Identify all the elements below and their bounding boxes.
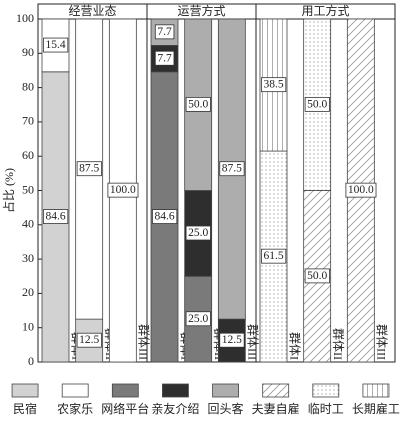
value-label-box (76, 161, 102, 177)
value-label-group: 87.5 (76, 161, 102, 177)
y-tick-label: 0 (28, 354, 34, 368)
value-label-box (154, 50, 175, 66)
value-label: 25.0 (188, 313, 208, 325)
x-tick-label: 群体III (246, 324, 260, 360)
y-axis-label: 占比 (%) (1, 168, 16, 213)
value-label: 84.6 (154, 211, 174, 223)
value-label-group: 25.0 (185, 311, 211, 327)
value-label-box (154, 24, 175, 40)
legend-label: 农家乐 (57, 401, 93, 416)
value-label-box (304, 268, 330, 284)
value-label-box (345, 182, 377, 198)
legend-label: 网络平台 (101, 401, 149, 416)
legend-swatch (11, 383, 39, 398)
legend-label: 临时工 (308, 402, 344, 416)
y-tick-label: 80 (22, 79, 34, 93)
legend-swatch (312, 383, 340, 398)
value-label-group: 50.0 (304, 268, 330, 284)
value-label-box (219, 161, 245, 177)
value-label: 50.0 (188, 98, 208, 110)
value-label-box (261, 77, 287, 93)
legend-swatch (212, 383, 239, 398)
value-label: 100.0 (110, 184, 136, 196)
value-label-group: 84.6 (43, 209, 69, 224)
legend-label: 亲友介绍 (151, 402, 199, 416)
legend-label: 夫妻自雇 (252, 401, 300, 416)
y-tick-label: 20 (22, 285, 34, 299)
value-label: 50.0 (307, 98, 327, 110)
value-label-group: 12.5 (76, 332, 102, 348)
panel-title: 运营方式 (177, 3, 225, 18)
value-label: 50.0 (307, 270, 327, 282)
value-label-group: 87.5 (219, 161, 245, 177)
y-tick-label: 60 (22, 148, 34, 162)
value-label-group: 50.0 (185, 96, 211, 112)
y-tick-label: 10 (22, 319, 34, 333)
value-label-box (185, 311, 211, 327)
value-label-box (185, 96, 211, 112)
legend-swatch (61, 383, 89, 398)
x-tick-label: 群体II (331, 328, 345, 360)
value-label: 12.5 (79, 334, 99, 346)
y-tick-label: 40 (22, 217, 34, 231)
value-label-group: 38.5 (261, 77, 287, 93)
value-label-box (261, 248, 287, 264)
y-tick-label: 90 (22, 45, 34, 59)
value-label-box (43, 209, 69, 224)
value-label: 61.5 (263, 250, 283, 262)
value-label: 100.0 (348, 184, 374, 196)
value-label: 7.7 (157, 26, 172, 38)
value-label-group: 15.4 (43, 37, 69, 53)
legend-label: 回头客 (208, 401, 244, 416)
y-tick-label: 70 (22, 114, 34, 128)
value-label: 25.0 (188, 227, 208, 239)
legend-swatch (362, 383, 390, 398)
value-label: 12.5 (222, 334, 242, 346)
legend-label: 民宿 (13, 401, 37, 416)
value-label-group: 84.6 (152, 209, 178, 224)
value-label-box (185, 225, 211, 241)
value-label-box (43, 37, 69, 53)
value-label-group: 100.0 (107, 182, 139, 198)
value-label: 87.5 (222, 163, 242, 175)
y-tick-label: 30 (22, 251, 34, 265)
value-label-box (76, 332, 102, 348)
legend-swatch (162, 383, 189, 398)
x-tick-label: 群体III (137, 324, 151, 360)
panel-title: 用工方式 (301, 3, 349, 18)
value-label-group: 25.0 (185, 225, 211, 241)
legend-swatch (262, 383, 290, 398)
legend-swatch (111, 383, 139, 398)
value-label: 15.4 (45, 39, 65, 51)
value-label-box (304, 96, 330, 112)
x-tick-label: 群体III (375, 324, 389, 360)
value-label: 38.5 (263, 79, 283, 91)
value-label-group: 7.7 (154, 24, 175, 40)
value-label-group: 50.0 (304, 96, 330, 112)
y-tick-label: 50 (22, 182, 34, 196)
value-label-group: 12.5 (219, 332, 245, 348)
value-label-box (152, 209, 178, 224)
legend-label: 长期雇工 (352, 401, 400, 416)
panel-title: 经营业态 (68, 4, 116, 18)
x-tick-label: 群体I (287, 332, 301, 360)
value-label: 87.5 (79, 163, 99, 175)
value-label: 84.6 (45, 211, 65, 223)
value-label-group: 61.5 (261, 248, 287, 264)
y-tick-label: 100 (16, 11, 34, 25)
value-label-box (107, 182, 139, 198)
value-label-box (219, 332, 245, 348)
value-label-group: 7.7 (154, 50, 175, 66)
value-label-group: 100.0 (345, 182, 377, 198)
value-label: 7.7 (157, 52, 172, 64)
